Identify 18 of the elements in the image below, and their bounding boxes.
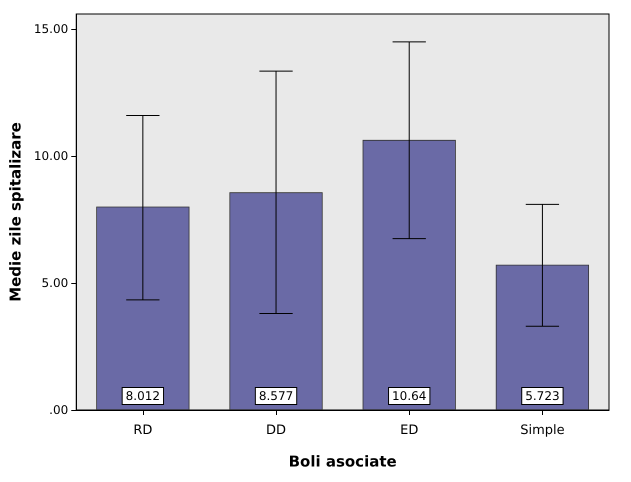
data-label: 10.64: [392, 389, 426, 403]
data-label: 8.012: [126, 389, 160, 403]
y-tick-label: 15.00: [34, 22, 68, 36]
data-label: 5.723: [525, 389, 560, 403]
x-tick-label: DD: [266, 423, 286, 438]
x-tick-label: ED: [400, 423, 418, 438]
y-tick-label: .00: [49, 403, 68, 417]
y-tick-label: 10.00: [34, 149, 68, 164]
x-axis-title: Boli asociate: [288, 452, 397, 470]
bar: [496, 264, 590, 410]
bar: [229, 192, 323, 410]
x-tick-label: RD: [133, 423, 152, 438]
x-tick-label: Simple: [520, 423, 565, 438]
bar: [362, 140, 456, 410]
bar: [96, 206, 190, 410]
data-label: 8.577: [258, 389, 294, 403]
y-axis-title: Medie zile spitalizare: [6, 122, 24, 302]
y-tick-label: 5.00: [42, 276, 68, 290]
